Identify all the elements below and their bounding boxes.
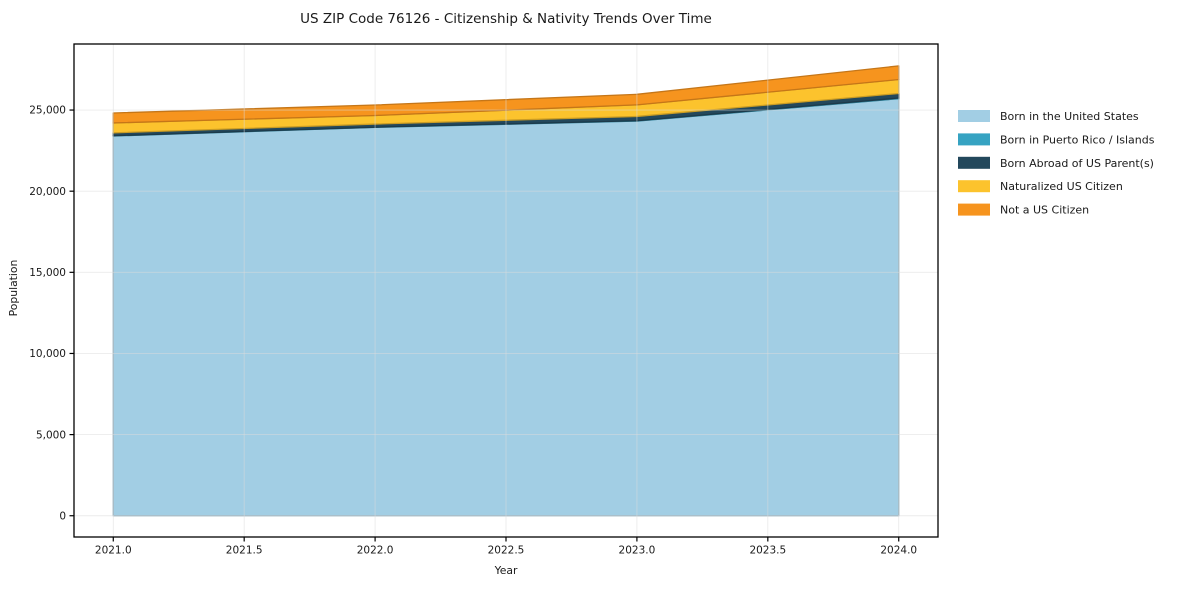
x-tick-label: 2024.0 xyxy=(880,545,917,557)
legend: Born in the United States Born in Puerto … xyxy=(958,110,1155,217)
gridlines xyxy=(74,44,938,537)
y-axis-label: Population xyxy=(7,260,20,317)
legend-item-naturalized-us-citizen: Naturalized US Citizen xyxy=(958,180,1123,193)
legend-label: Born in the United States xyxy=(1000,110,1139,123)
legend-label: Born in Puerto Rico / Islands xyxy=(1000,133,1155,146)
x-tick-label: 2023.5 xyxy=(749,545,786,557)
legend-swatch-born-in-puerto-rico-islands xyxy=(958,133,990,146)
legend-item-born-abroad-of-us-parent-s: Born Abroad of US Parent(s) xyxy=(958,156,1154,170)
y-tick-label: 0 xyxy=(59,510,66,522)
legend-label: Naturalized US Citizen xyxy=(1000,180,1123,193)
y-tick-label: 5,000 xyxy=(36,429,66,441)
x-tick-label: 2023.0 xyxy=(619,545,656,557)
x-tick-label: 2022.5 xyxy=(488,545,525,557)
x-tick-label: 2021.5 xyxy=(226,545,263,557)
legend-swatch-born-abroad-of-us-parent-s xyxy=(958,156,990,169)
x-axis-label: Year xyxy=(494,564,518,577)
legend-item-not-a-us-citizen: Not a US Citizen xyxy=(958,203,1089,217)
y-tick-label: 20,000 xyxy=(29,186,66,198)
y-tick-label: 25,000 xyxy=(29,105,66,117)
legend-item-born-in-puerto-rico-islands: Born in Puerto Rico / Islands xyxy=(958,133,1155,146)
legend-swatch-naturalized-us-citizen xyxy=(958,180,990,193)
chart-title: US ZIP Code 76126 - Citizenship & Nativi… xyxy=(300,11,712,27)
x-tick-label: 2022.0 xyxy=(357,545,394,557)
legend-item-born-in-the-united-states: Born in the United States xyxy=(958,110,1139,123)
legend-label: Born Abroad of US Parent(s) xyxy=(1000,157,1154,170)
y-tick-label: 15,000 xyxy=(29,267,66,279)
legend-swatch-not-a-us-citizen xyxy=(958,203,990,216)
x-tick-label: 2021.0 xyxy=(95,545,132,557)
axis-ticks: 2021.0 2021.5 2022.0 2022.5 2023.0 2023.5 2024… xyxy=(29,105,917,557)
legend-label: Not a US Citizen xyxy=(1000,204,1089,217)
y-tick-label: 10,000 xyxy=(29,348,66,360)
legend-swatch-born-in-the-united-states xyxy=(958,110,990,122)
